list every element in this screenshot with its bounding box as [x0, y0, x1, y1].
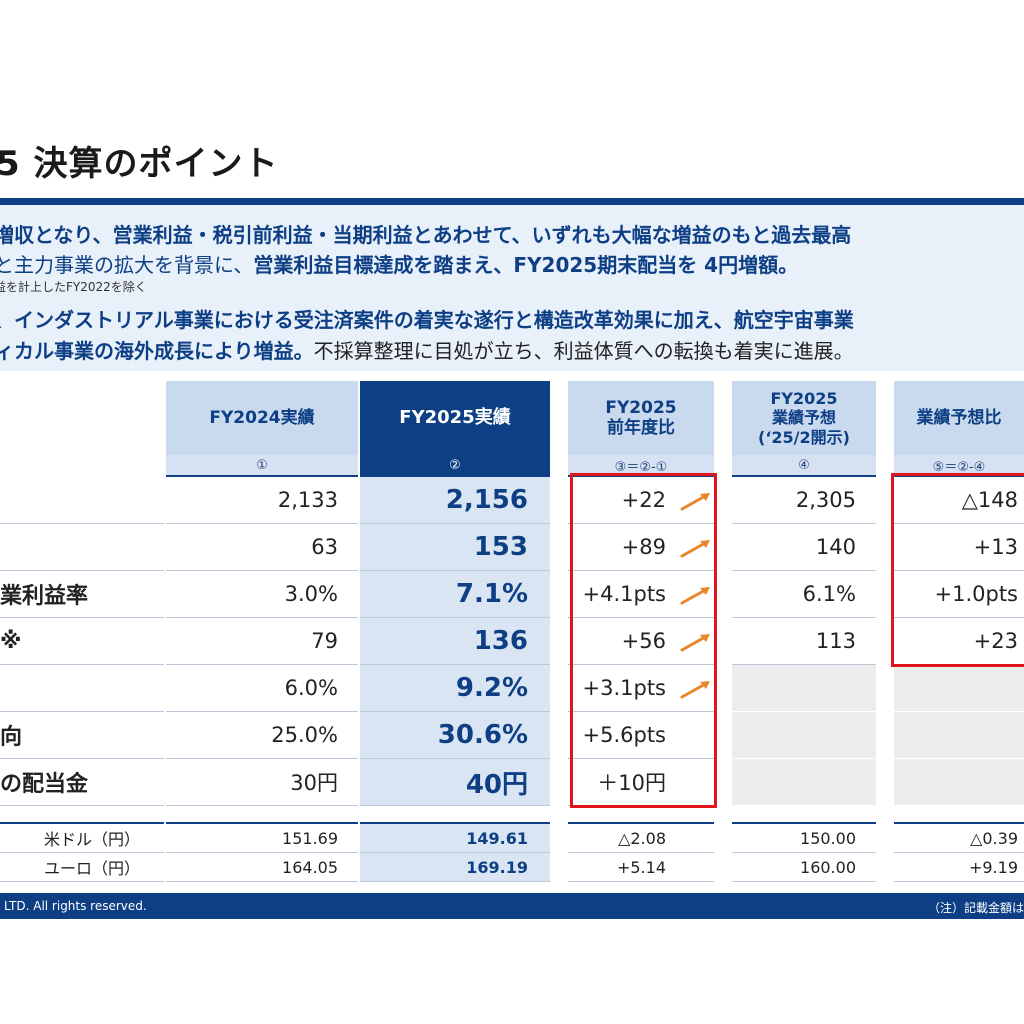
fx-cell-fy2025: 149.61 — [360, 824, 550, 853]
row-label: の配当金 — [0, 759, 164, 806]
subheader-1: ① — [166, 455, 358, 477]
table-cell-vs-forecast: △148 — [894, 477, 1024, 524]
table-cell-forecast — [732, 759, 876, 806]
highlight-box-yoy — [570, 473, 717, 808]
up-trend-arrow-icon — [680, 587, 710, 605]
fx-cell-fy2024: 151.69 — [166, 824, 358, 853]
summary-line-2a: と主力事業の拡大を背景に、 — [0, 253, 254, 277]
subheader-3: ③＝②-① — [568, 455, 714, 477]
fx-top-rule — [568, 822, 714, 824]
table-cell-fy2025: 153 — [360, 524, 550, 571]
subheader-5: ⑤＝②-④ — [894, 455, 1024, 477]
header-vs-forecast: 業績予想比 — [894, 381, 1024, 455]
table-cell-yoy: +89 — [568, 524, 714, 571]
table-cell-forecast: 113 — [732, 618, 876, 665]
header-fy2024: FY2024実績 — [166, 381, 358, 455]
table-cell-fy2024: 3.0% — [166, 571, 358, 618]
table-cell-fy2025: 30.6% — [360, 712, 550, 759]
table-cell-vs-forecast: +13 — [894, 524, 1024, 571]
summary-line-4a: ィカル事業の海外成長により増益。 — [0, 339, 314, 363]
fx-top-rule — [0, 822, 164, 824]
summary-note: 益を計上したFY2022を除く — [0, 280, 147, 294]
fx-top-rule — [166, 822, 358, 824]
header-forecast-line2: 業績予想 — [771, 408, 836, 428]
header-yoy-line1: FY2025 — [605, 397, 677, 418]
header-yoy-line2: 前年度比 — [607, 418, 675, 438]
table-cell-fy2024: 25.0% — [166, 712, 358, 759]
summary-line-3: 、インダストリアル事業における受注済案件の着実な遂行と構造改革効果に加え、航空宇… — [0, 308, 854, 332]
table-cell-vs-forecast: +1.0pts — [894, 571, 1024, 618]
table-cell-yoy: +56 — [568, 618, 714, 665]
up-trend-arrow-icon — [680, 493, 710, 511]
table-cell-yoy: +4.1pts — [568, 571, 714, 618]
highlight-box-vs-forecast — [891, 473, 1024, 667]
table-cell-forecast — [732, 712, 876, 759]
fx-top-rule — [894, 822, 1024, 824]
table-cell-forecast — [732, 665, 876, 712]
table-cell-fy2024: 6.0% — [166, 665, 358, 712]
footer-bar: LTD. All rights reserved. （注）記載金額は — [0, 893, 1024, 919]
summary-line-2: と主力事業の拡大を背景に、営業利益目標達成を踏まえ、FY2025期末配当を 4円… — [0, 249, 798, 278]
subheader-2: ② — [360, 455, 550, 477]
table-cell-vs-forecast — [894, 712, 1024, 759]
table-cell-fy2024: 79 — [166, 618, 358, 665]
summary-line-4: ィカル事業の海外成長により増益。不採算整理に目処が立ち、利益体質への転換も着実に… — [0, 335, 854, 364]
row-label: 業利益率 — [0, 571, 164, 618]
fx-cell-yoy: △2.08 — [568, 824, 714, 853]
row-label — [0, 524, 164, 571]
table-cell-fy2024: 30円 — [166, 759, 358, 806]
header-yoy: FY2025 前年度比 — [568, 381, 714, 455]
fx-top-rule — [360, 822, 550, 824]
header-fy2025: FY2025実績 — [360, 381, 550, 455]
row-label — [0, 665, 164, 712]
summary-line-4b: 不採算整理に目処が立ち、利益体質への転換も着実に進展。 — [313, 339, 854, 363]
table-cell-fy2024: 2,133 — [166, 477, 358, 524]
summary-box: 増収となり、営業利益・税引前利益・当期利益とあわせて、いずれも大幅な増益のもと過… — [0, 205, 1024, 371]
row-label: ※ — [0, 618, 164, 665]
table-cell-vs-forecast — [894, 665, 1024, 712]
up-trend-arrow-icon — [680, 681, 710, 699]
table-cell-forecast: 6.1% — [732, 571, 876, 618]
table-cell-yoy: +3.1pts — [568, 665, 714, 712]
header-forecast-line3: (‘25/2開示) — [758, 427, 850, 447]
row-label: 向 — [0, 712, 164, 759]
subheader-4: ④ — [732, 455, 876, 477]
table-cell-fy2025: 9.2% — [360, 665, 550, 712]
table-cell-yoy: +5.6pts — [568, 712, 714, 759]
fx-cell-vs-forecast: △0.39 — [894, 824, 1024, 853]
fx-cell-fy2025: 169.19 — [360, 853, 550, 882]
table-cell-vs-forecast — [894, 759, 1024, 806]
table-cell-fy2025: 136 — [360, 618, 550, 665]
fx-cell-forecast: 160.00 — [732, 853, 876, 882]
table-cell-fy2025: 2,156 — [360, 477, 550, 524]
up-trend-arrow-icon — [680, 634, 710, 652]
table-cell-forecast: 140 — [732, 524, 876, 571]
title-rule — [0, 198, 1024, 205]
fx-cell-vs-forecast: +9.19 — [894, 853, 1024, 882]
fx-cell-fy2024: 164.05 — [166, 853, 358, 882]
footer-copyright: LTD. All rights reserved. — [4, 899, 147, 913]
page-title: 5 決算のポイント — [0, 144, 279, 184]
footer-note: （注）記載金額は — [928, 901, 1024, 915]
header-forecast: FY2025 業績予想 (‘25/2開示) — [732, 381, 876, 455]
table-cell-forecast: 2,305 — [732, 477, 876, 524]
table-cell-yoy: +22 — [568, 477, 714, 524]
table-cell-fy2024: 63 — [166, 524, 358, 571]
fx-cell-forecast: 150.00 — [732, 824, 876, 853]
fx-row-label: 米ドル（円） — [0, 824, 164, 853]
fx-row-label: ユーロ（円） — [0, 853, 164, 882]
fx-cell-yoy: +5.14 — [568, 853, 714, 882]
summary-line-2b: 営業利益目標達成を踏まえ、FY2025期末配当を 4円増額。 — [253, 253, 799, 277]
header-forecast-line1: FY2025 — [770, 389, 838, 409]
table-cell-fy2025: 7.1% — [360, 571, 550, 618]
table-cell-fy2025: 40円 — [360, 759, 550, 806]
fx-top-rule — [732, 822, 876, 824]
summary-line-1: 増収となり、営業利益・税引前利益・当期利益とあわせて、いずれも大幅な増益のもと過… — [0, 223, 852, 247]
row-label — [0, 477, 164, 524]
up-trend-arrow-icon — [680, 540, 710, 558]
